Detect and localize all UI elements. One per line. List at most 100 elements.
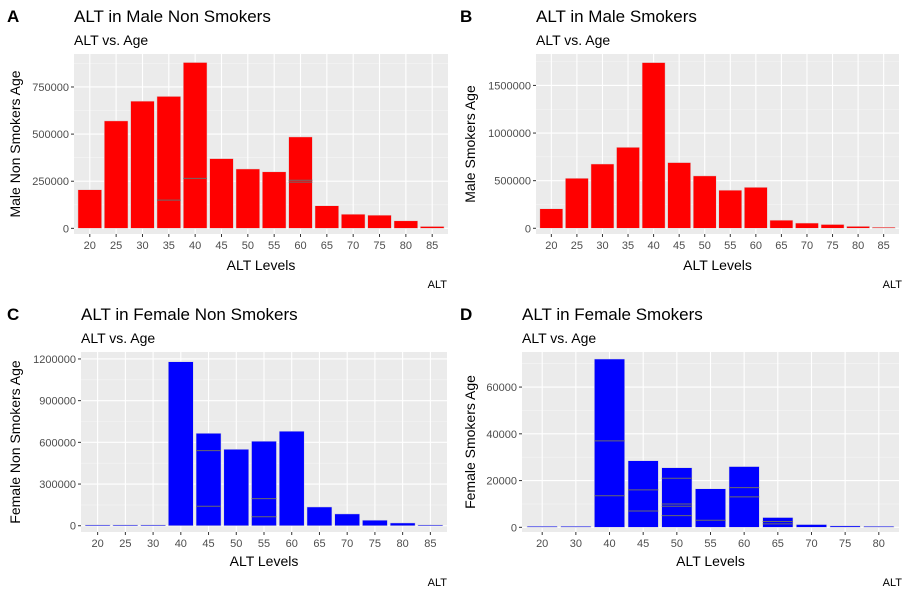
- x-tick-label: 60: [294, 240, 306, 252]
- x-tick-label: 20: [536, 538, 548, 550]
- bar-55: [718, 189, 743, 229]
- y-tick-label: 0: [63, 223, 69, 235]
- bar-50: [692, 175, 717, 229]
- x-tick-label: 70: [801, 240, 813, 252]
- x-tick-label: 50: [230, 538, 242, 550]
- x-tick-label: 75: [826, 240, 838, 252]
- x-tick-label: 35: [622, 240, 634, 252]
- bar-85: [417, 524, 444, 526]
- x-axis-title: ALT Levels: [227, 257, 296, 273]
- bar-65: [762, 517, 794, 528]
- bar-40: [183, 62, 208, 229]
- chart-panel-a: A ALT in Male Non Smokers ALT vs. Age 0 2500…: [7, 7, 448, 291]
- bar-60: [744, 187, 768, 229]
- y-tick-label: 1000000: [488, 128, 531, 140]
- x-tick-label: 45: [215, 240, 227, 252]
- chart-title: ALT in Male Non Smokers: [74, 7, 271, 26]
- panel-tag: C: [7, 305, 19, 324]
- x-tick-label: 45: [202, 538, 214, 550]
- x-tick-label: 20: [545, 240, 557, 252]
- chart-caption: ALT: [883, 279, 903, 291]
- x-tick-label: 20: [84, 240, 96, 252]
- y-tick-label: 250000: [32, 176, 69, 188]
- x-tick-label: 65: [321, 240, 333, 252]
- bar-20: [77, 189, 102, 229]
- x-tick-label: 60: [750, 240, 762, 252]
- bar-75: [367, 214, 392, 229]
- x-tick-label: 75: [369, 538, 381, 550]
- x-tick-label: 25: [110, 240, 122, 252]
- x-tick-label: 70: [341, 538, 353, 550]
- x-tick-label: 65: [772, 538, 784, 550]
- x-tick-label: 40: [603, 538, 615, 550]
- x-tick-label: 35: [163, 240, 175, 252]
- bar-30: [130, 100, 155, 229]
- x-tick-label: 30: [596, 240, 608, 252]
- bar-70: [341, 213, 366, 229]
- bar-40: [168, 361, 194, 526]
- x-tick-label: 80: [873, 538, 885, 550]
- bar-75: [829, 525, 861, 528]
- bar-40: [594, 358, 625, 528]
- bar-80: [393, 220, 418, 229]
- bar-70: [795, 222, 819, 229]
- bar-50: [223, 449, 250, 526]
- bar-80: [389, 522, 416, 526]
- x-tick-label: 80: [852, 240, 864, 252]
- bar-85: [420, 226, 445, 229]
- bar-80: [846, 226, 870, 229]
- bar-25: [565, 178, 589, 229]
- x-axis-title: ALT Levels: [676, 553, 745, 569]
- bar-75: [820, 224, 845, 229]
- chart-caption: ALT: [428, 279, 448, 291]
- x-axis-title: ALT Levels: [683, 257, 752, 273]
- x-tick-label: 80: [400, 240, 412, 252]
- bar-65: [314, 205, 339, 229]
- plot-background: [536, 54, 899, 234]
- y-tick-label: 0: [525, 223, 531, 235]
- panel-tag: D: [460, 305, 472, 324]
- bar-45: [209, 158, 234, 229]
- x-tick-label: 65: [775, 240, 787, 252]
- bar-45: [627, 460, 659, 528]
- x-tick-label: 45: [637, 538, 649, 550]
- x-tick-label: 85: [426, 240, 438, 252]
- x-tick-label: 50: [671, 538, 683, 550]
- x-tick-label: 75: [373, 240, 385, 252]
- bar-30: [140, 524, 166, 526]
- x-tick-label: 70: [805, 538, 817, 550]
- x-tick-label: 30: [136, 240, 148, 252]
- y-tick-label: 750000: [32, 82, 69, 94]
- bar-35: [156, 96, 181, 229]
- y-tick-label: 500000: [32, 129, 69, 141]
- bar-20: [84, 524, 111, 526]
- y-tick-label: 0: [70, 521, 76, 533]
- y-tick-label: 600000: [39, 437, 76, 449]
- y-axis-title: Male Non Smokers Age: [7, 70, 23, 217]
- bar-55: [251, 440, 277, 526]
- y-tick-label: 1500000: [488, 80, 531, 92]
- bar-25: [104, 120, 129, 229]
- bar-30: [560, 526, 592, 528]
- chart-caption: ALT: [428, 577, 448, 589]
- bar-50: [661, 467, 693, 528]
- bar-65: [769, 219, 794, 229]
- chart-title: ALT in Male Smokers: [536, 7, 697, 26]
- y-axis-title: Male Smokers Age: [462, 85, 478, 203]
- x-tick-label: 40: [175, 538, 187, 550]
- chart-subtitle: ALT vs. Age: [74, 32, 148, 48]
- x-tick-label: 55: [724, 240, 736, 252]
- chart-panel-d: D ALT in Female Smokers ALT vs. Age 0 20000 4…: [460, 305, 902, 589]
- bar-85: [871, 227, 896, 229]
- bar-20: [526, 526, 558, 528]
- x-tick-label: 85: [878, 240, 890, 252]
- chart-title: ALT in Female Non Smokers: [81, 305, 298, 324]
- bar-30: [590, 163, 615, 229]
- x-tick-label: 30: [570, 538, 582, 550]
- y-tick-label: 900000: [39, 396, 76, 408]
- chart-subtitle: ALT vs. Age: [536, 32, 610, 48]
- y-axis-title: Female Smokers Age: [462, 375, 478, 509]
- x-tick-label: 55: [704, 538, 716, 550]
- bar-65: [306, 506, 333, 526]
